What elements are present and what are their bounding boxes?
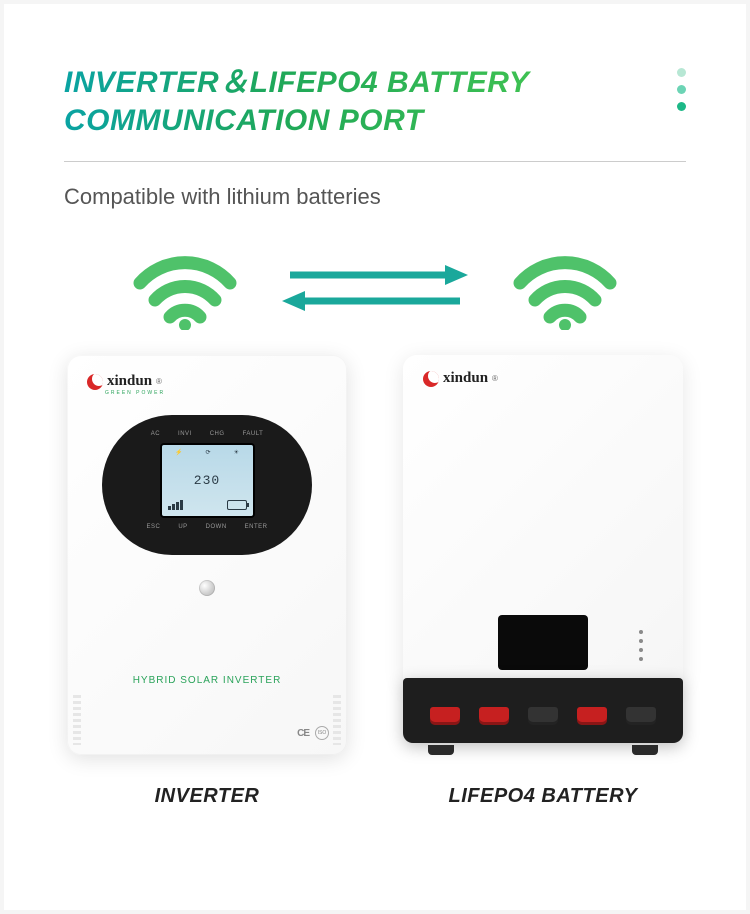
label: CHG [210, 431, 225, 437]
header-row: INVERTER＆LIFEPO4 BATTERY COMMUNICATION P… [64, 64, 686, 139]
device-label: HYBRID SOLAR INVERTER [67, 675, 347, 686]
button-labels: ESC UP DOWN ENTER [146, 524, 267, 530]
brand-tagline: GREEN POWER [105, 390, 165, 396]
led-icon [639, 630, 643, 634]
battery-icon [227, 500, 247, 510]
registered-icon: ® [156, 377, 162, 386]
led-indicators [639, 630, 643, 661]
terminal-icon [430, 707, 460, 725]
screen-reading: 230 [162, 473, 253, 488]
label: DOWN [206, 524, 227, 530]
terminal-icon [577, 707, 607, 725]
brand-logo: xindun ® [423, 370, 498, 387]
ce-mark: CE [297, 728, 309, 739]
moon-icon [423, 371, 439, 387]
inverter-caption: INVERTER [155, 785, 260, 808]
screen-icons: ⚡⟳☀ [162, 445, 253, 456]
brand-name: xindun [107, 373, 152, 390]
inverter-device: xindun ® GREEN POWER AC INVI CHG FAULT ⚡… [67, 355, 347, 755]
battery-body-bottom [403, 678, 683, 743]
subtitle: Compatible with lithium batteries [64, 184, 686, 210]
exchange-arrows-icon [280, 253, 470, 323]
brand-name: xindun [443, 370, 488, 387]
terminals-row [403, 707, 683, 725]
feet-row [403, 745, 683, 755]
registered-icon: ® [492, 374, 498, 383]
products-row: xindun ® GREEN POWER AC INVI CHG FAULT ⚡… [64, 355, 686, 808]
battery-column: xindun ® [400, 355, 686, 808]
wifi-icon [510, 245, 620, 330]
iso-badge-icon: ISO [315, 726, 329, 740]
label: ENTER [245, 524, 268, 530]
signal-bars-icon [168, 500, 183, 510]
wifi-icon [130, 245, 240, 330]
certification-row: CE ISO [297, 726, 329, 740]
label: FAULT [243, 431, 264, 437]
control-panel: AC INVI CHG FAULT ⚡⟳☀ 230 [102, 415, 312, 555]
led-icon [639, 639, 643, 643]
moon-icon [87, 374, 103, 390]
terminal-icon [626, 707, 656, 725]
title-block: INVERTER＆LIFEPO4 BATTERY COMMUNICATION P… [64, 64, 677, 139]
battery-caption: LIFEPO4 BATTERY [448, 785, 637, 808]
battery-screen [498, 615, 588, 670]
decorative-dots [677, 64, 686, 111]
label: AC [151, 431, 160, 437]
title-line-1: INVERTER＆LIFEPO4 BATTERY [64, 64, 677, 102]
foot-icon [428, 745, 454, 755]
battery-device: xindun ® [403, 355, 683, 755]
foot-icon [632, 745, 658, 755]
led-icon [639, 648, 643, 652]
title-line-2: COMMUNICATION PORT [64, 102, 677, 140]
label: UP [178, 524, 187, 530]
vent-icon [333, 695, 341, 745]
lcd-screen: ⚡⟳☀ 230 [160, 443, 255, 518]
divider [64, 161, 686, 162]
indicator-labels: AC INVI CHG FAULT [151, 431, 264, 437]
label: INVI [178, 431, 192, 437]
vent-icon [73, 695, 81, 745]
terminal-icon [479, 707, 509, 725]
dot-icon [677, 85, 686, 94]
infographic-page: INVERTER＆LIFEPO4 BATTERY COMMUNICATION P… [4, 4, 746, 910]
led-icon [639, 657, 643, 661]
terminal-icon [528, 707, 558, 725]
dot-icon [677, 68, 686, 77]
brand-logo: xindun ® [87, 373, 162, 390]
inverter-column: xindun ® GREEN POWER AC INVI CHG FAULT ⚡… [64, 355, 350, 808]
communication-row [64, 245, 686, 330]
rivet-icon [199, 580, 215, 596]
dot-icon [677, 102, 686, 111]
label: ESC [146, 524, 160, 530]
